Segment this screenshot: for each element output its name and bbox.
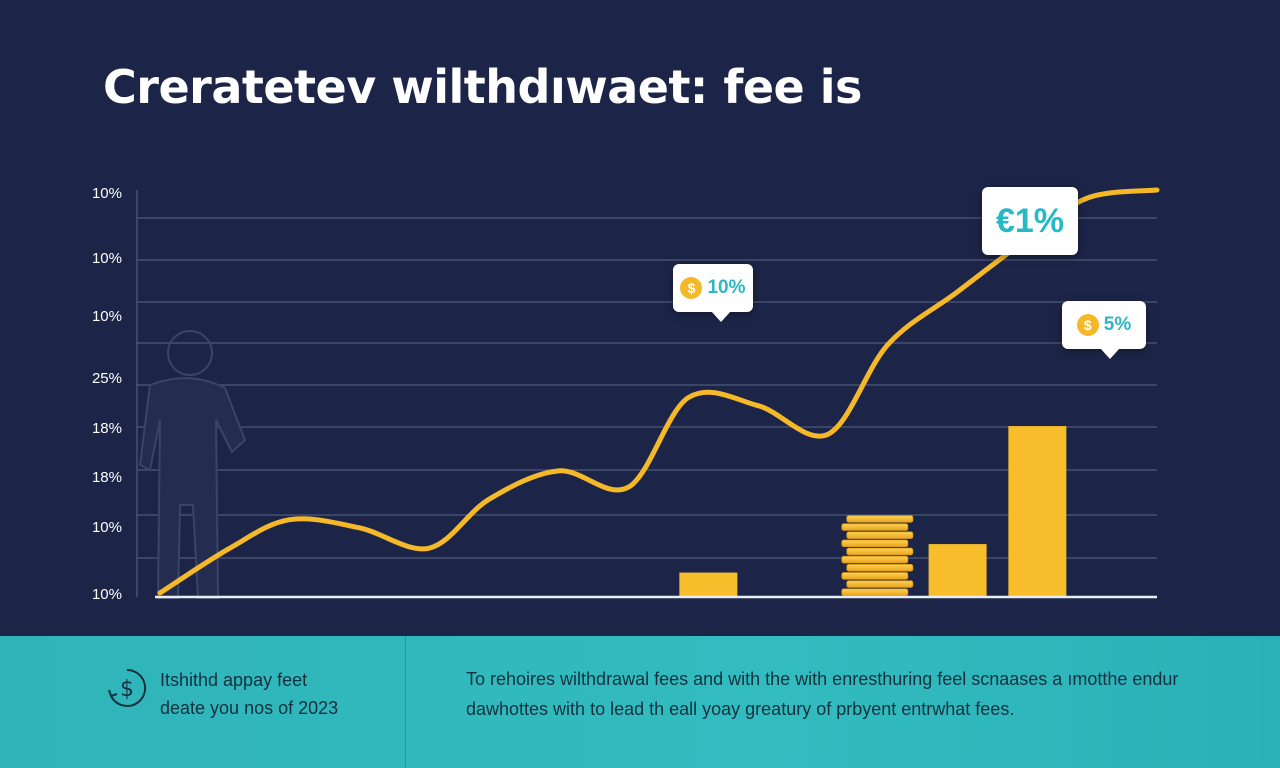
coin xyxy=(847,581,913,588)
footer-banner: $ Itshithd appay feet deate you nos of 2… xyxy=(0,636,1280,768)
footer-divider xyxy=(405,636,406,768)
coin-stack-icon xyxy=(842,516,913,596)
footer-subheading: deate you nos of 2023 xyxy=(160,694,338,722)
footer-heading: Itshithd appay feet xyxy=(160,666,338,694)
coin xyxy=(842,556,908,563)
svg-text:$: $ xyxy=(120,677,134,702)
y-tick-label: 10% xyxy=(92,250,122,267)
y-tick-label: 18% xyxy=(92,469,122,486)
coin xyxy=(847,516,913,523)
footer-description: To rehoires wilthdrawal fees and with th… xyxy=(466,664,1186,724)
y-tick-label: 10% xyxy=(92,586,122,603)
bar xyxy=(1008,426,1066,597)
callout-5-percent: $ 5% xyxy=(1062,301,1146,349)
coin xyxy=(842,524,908,531)
y-tick-label: 10% xyxy=(92,519,122,536)
callout-label: 10% xyxy=(707,277,745,299)
coin xyxy=(847,532,913,539)
coin xyxy=(842,573,908,580)
dollar-coin-icon: $ xyxy=(680,277,702,299)
callout-10-percent: $ 10% xyxy=(673,264,753,312)
callout-label: 5% xyxy=(1104,314,1131,336)
dollar-cycle-icon: $ xyxy=(105,666,149,710)
bar xyxy=(929,544,987,597)
dollar-coin-icon: $ xyxy=(1077,314,1099,336)
y-tick-label: 25% xyxy=(92,370,122,387)
coin xyxy=(847,548,913,555)
y-tick-label: 10% xyxy=(92,308,122,325)
y-tick-label: 10% xyxy=(92,185,122,202)
bar xyxy=(679,573,737,597)
coin xyxy=(842,540,908,547)
y-tick-label: 18% xyxy=(92,420,122,437)
coin xyxy=(847,564,913,571)
callout-euro-1-percent: €1% xyxy=(982,187,1078,255)
callout-label: €1% xyxy=(996,202,1064,241)
coin xyxy=(842,589,908,596)
